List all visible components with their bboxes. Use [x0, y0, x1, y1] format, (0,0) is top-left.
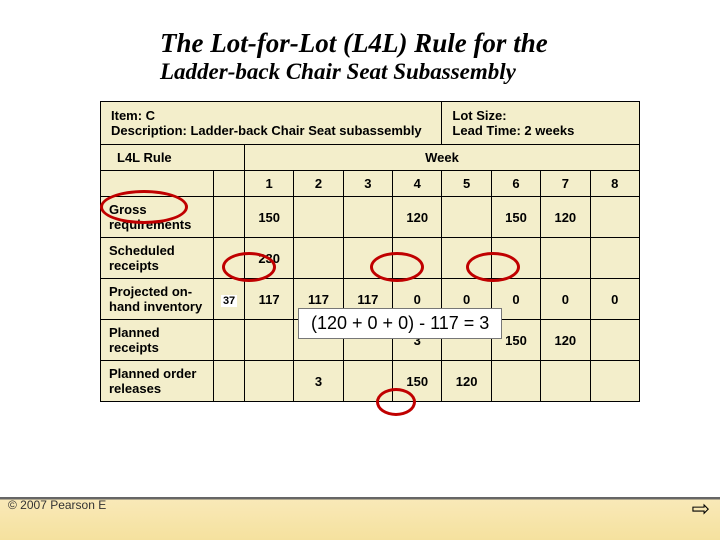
week-5: 5 — [442, 171, 491, 197]
gross-label: Gross requirements — [101, 197, 214, 238]
header-right: Lot Size: Lead Time: 2 weeks — [442, 102, 640, 145]
next-arrow-icon[interactable]: ⇨ — [692, 496, 710, 522]
title-sub: Ladder-back Chair Seat Subassembly — [160, 59, 684, 85]
lotsize-label: Lot Size: — [452, 108, 506, 123]
week-2: 2 — [294, 171, 343, 197]
week-1: 1 — [244, 171, 293, 197]
week-4: 4 — [393, 171, 442, 197]
precv-label: Planned receipts — [101, 320, 214, 361]
desc-label: Description: Ladder-back Chair Seat suba… — [111, 123, 422, 138]
week-label: Week — [244, 145, 639, 171]
formula-annotation: (120 + 0 + 0) - 117 = 3 — [298, 308, 502, 339]
week-3: 3 — [343, 171, 392, 197]
table-row: Scheduled receipts 230 — [101, 238, 640, 279]
prel-label: Planned order releases — [101, 361, 214, 402]
table-row: Planned order releases 3 150 120 — [101, 361, 640, 402]
leadtime-label: Lead Time: 2 weeks — [452, 123, 574, 138]
week-8: 8 — [590, 171, 640, 197]
sched-label: Scheduled receipts — [101, 238, 214, 279]
header-left: Item: C Description: Ladder-back Chair S… — [101, 102, 442, 145]
week-7: 7 — [541, 171, 590, 197]
copyright-text: © 2007 Pearson E — [8, 498, 106, 512]
table-row: Gross requirements 150 120 150 120 — [101, 197, 640, 238]
item-label: Item: C — [111, 108, 155, 123]
rule-label: L4L Rule — [101, 145, 245, 171]
title-main: The Lot-for-Lot (L4L) Rule for the — [160, 28, 684, 59]
mrp-table: Item: C Description: Ladder-back Chair S… — [100, 101, 640, 402]
week-6: 6 — [491, 171, 540, 197]
proj-label: Projected on-hand inventory — [101, 279, 214, 320]
